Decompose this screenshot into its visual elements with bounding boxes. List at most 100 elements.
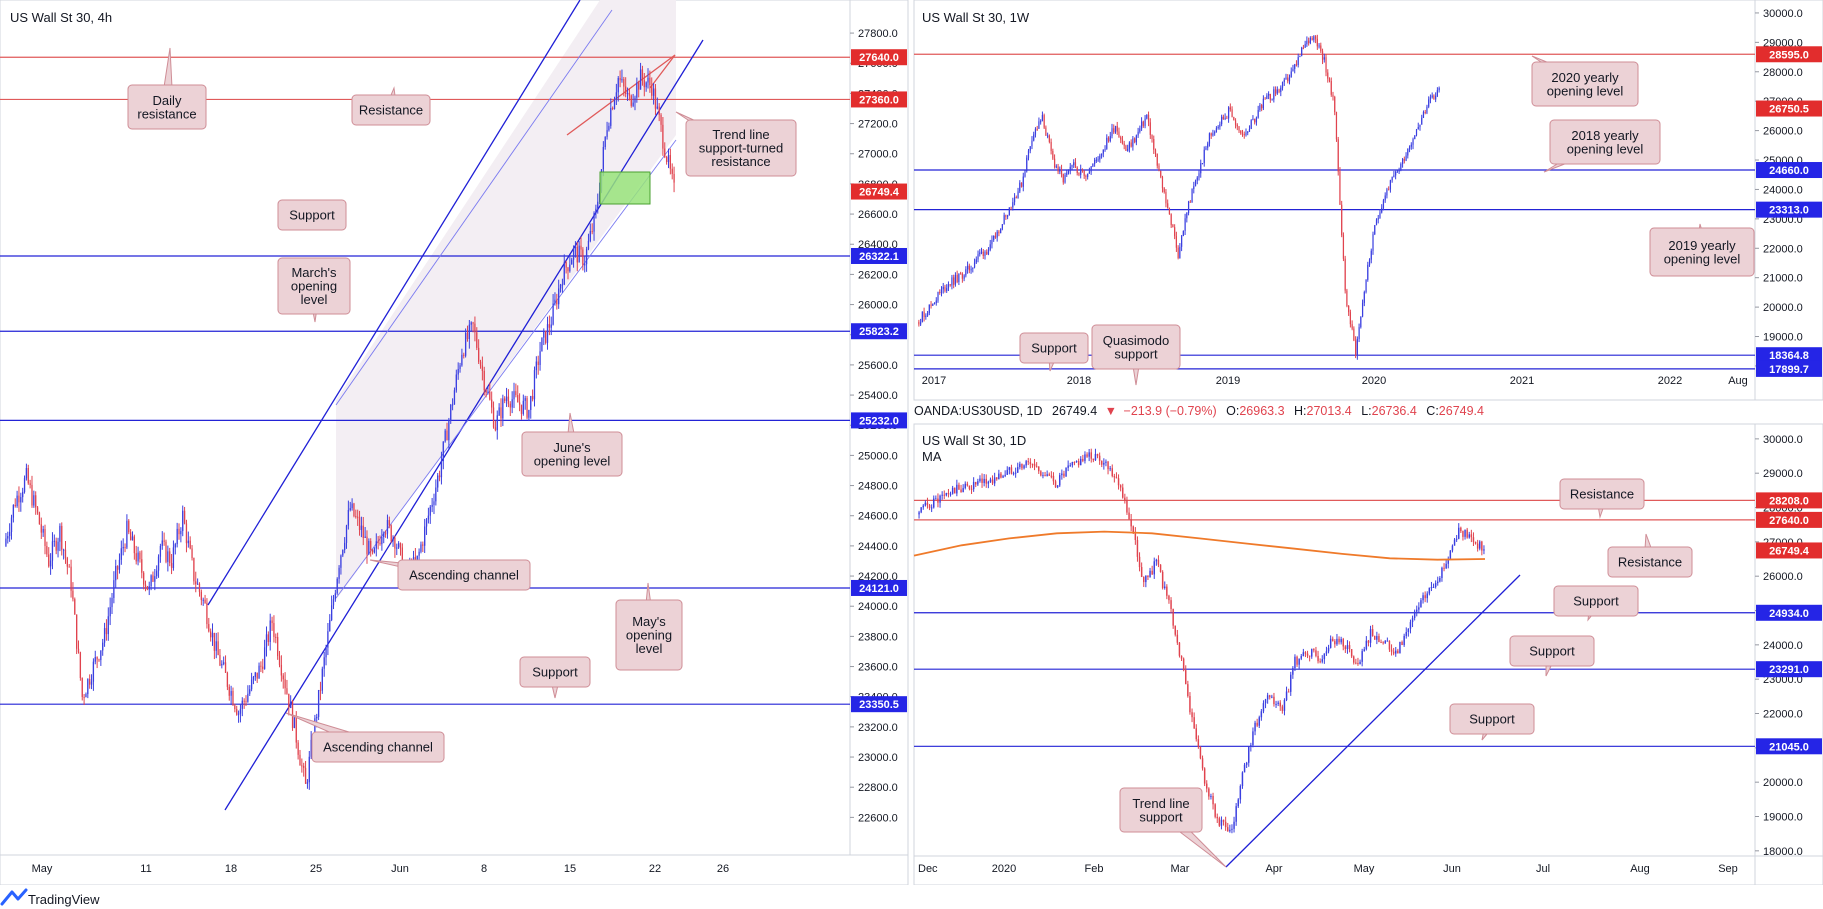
- candle-body: [1181, 235, 1183, 247]
- candle-body: [634, 97, 636, 103]
- candle-body: [169, 551, 171, 564]
- candle-body: [234, 705, 236, 710]
- candle-body: [968, 485, 971, 489]
- moving-average-line[interactable]: [913, 530, 1486, 561]
- candle-body: [375, 541, 377, 549]
- candle-body: [170, 563, 173, 568]
- annotation-callout[interactable]: Quasimodo support: [1091, 324, 1181, 386]
- callout-text: Support: [1469, 712, 1515, 727]
- candle-body: [1413, 611, 1416, 618]
- candle-body: [1377, 218, 1379, 220]
- candle-body: [942, 286, 944, 290]
- annotation-callout[interactable]: Ascending channel: [285, 712, 445, 763]
- candle-body: [1132, 138, 1134, 147]
- candle-body: [1113, 128, 1115, 133]
- annotation-callout[interactable]: Support: [1553, 585, 1639, 622]
- candle-body: [1458, 527, 1460, 539]
- candle-body: [983, 478, 985, 483]
- candle-body: [1247, 131, 1249, 133]
- x-tick-label: Mar: [1171, 863, 1190, 875]
- buy-zone-box[interactable]: [599, 171, 651, 205]
- y-tick-label: 29000.0: [1763, 468, 1803, 480]
- candle-body: [1220, 819, 1223, 826]
- candle-body: [116, 565, 119, 570]
- candle-body: [77, 648, 80, 653]
- chart-4h-panel[interactable]: 22600.022800.023000.023200.023400.023600…: [0, 0, 909, 886]
- annotation-callout[interactable]: Trend line support: [1119, 787, 1227, 868]
- annotation-callout[interactable]: Support: [519, 656, 591, 699]
- candle-body: [548, 324, 551, 328]
- chart-1d-panel[interactable]: 18000.019000.020000.021000.022000.023000…: [913, 423, 1823, 886]
- candle-body: [1384, 195, 1386, 201]
- candle-body: [1191, 712, 1193, 718]
- candle-body: [1132, 526, 1134, 532]
- candle-body: [500, 407, 502, 419]
- candle-body: [277, 637, 279, 657]
- annotation-callout[interactable]: Trend line support-turned resistance: [675, 111, 797, 177]
- annotation-callout[interactable]: Support: [1019, 332, 1089, 372]
- callout-text: Support: [289, 208, 335, 223]
- annotation-callout[interactable]: Support: [1509, 635, 1595, 677]
- annotation-callout[interactable]: Resistance: [351, 86, 431, 126]
- annotation-callout[interactable]: Ascending channel: [369, 559, 531, 591]
- annotation-callout[interactable]: May's opening level: [615, 582, 683, 671]
- candles-1w: [918, 34, 1440, 360]
- candle-body: [72, 590, 74, 600]
- x-axis-ticks-4h: May 11 18 25 Jun 8 15 22 26: [32, 863, 730, 875]
- tradingview-branding[interactable]: TradingView: [0, 885, 1823, 909]
- candle-body: [487, 391, 489, 393]
- candle-body: [1194, 180, 1197, 187]
- candle-body: [961, 273, 963, 279]
- candle-body: [1175, 236, 1177, 248]
- trend-line-resistance[interactable]: [566, 54, 676, 136]
- candle-body: [397, 543, 400, 548]
- ascending-channel-upper-line[interactable]: [207, 0, 581, 606]
- candle-body: [1421, 117, 1423, 125]
- candle-body: [1103, 462, 1105, 465]
- candle-body: [996, 231, 998, 238]
- candle-body: [1313, 649, 1315, 651]
- candle-body: [189, 540, 191, 549]
- annotation-callout[interactable]: Support: [1449, 703, 1535, 741]
- chart-1w-panel[interactable]: 18000.019000.020000.021000.022000.023000…: [913, 0, 1823, 401]
- header-last-price: 26749.4: [1052, 404, 1097, 418]
- trend-line-support[interactable]: [1225, 574, 1521, 868]
- candle-body: [1262, 703, 1265, 712]
- candle-body: [105, 628, 108, 635]
- annotation-callout[interactable]: Daily resistance: [127, 47, 207, 130]
- annotation-callout[interactable]: Support: [277, 199, 347, 231]
- candle-body: [1038, 121, 1040, 129]
- candle-body: [46, 545, 48, 555]
- candle-body: [390, 525, 392, 542]
- candle-body: [1451, 545, 1454, 551]
- candle-body: [1057, 166, 1059, 172]
- annotation-callout[interactable]: March's opening level: [277, 257, 351, 323]
- candle-body: [141, 559, 143, 573]
- header-low: 26736.4: [1372, 404, 1417, 418]
- candle-body: [1191, 189, 1193, 203]
- candle-body: [610, 108, 612, 126]
- candle-body: [993, 477, 996, 484]
- x-tick-label: 2018: [1067, 375, 1091, 387]
- candle-body: [1013, 197, 1016, 203]
- candle-body: [1269, 93, 1271, 100]
- annotation-callout[interactable]: 2019 yearly opening level: [1649, 223, 1755, 277]
- callout-text: Resistance: [1570, 487, 1634, 502]
- x-tick-label: Jun: [1443, 863, 1461, 875]
- price-label-box: [851, 247, 907, 264]
- annotation-callout[interactable]: Resistance: [1607, 533, 1693, 578]
- annotation-callout[interactable]: 2020 yearly opening level: [1531, 55, 1639, 107]
- candle-body: [1067, 465, 1069, 468]
- annotation-callout[interactable]: Resistance: [1559, 478, 1645, 519]
- candle-body: [556, 299, 558, 305]
- candle-body: [178, 528, 180, 535]
- candle-body: [1430, 587, 1433, 589]
- candle-body: [440, 461, 443, 478]
- price-label-box: [1756, 511, 1822, 528]
- candle-body: [517, 395, 519, 403]
- candle-body: [1017, 191, 1019, 199]
- annotation-callout[interactable]: June's opening level: [521, 412, 623, 477]
- candle-body: [1189, 201, 1191, 203]
- candle-body: [180, 530, 182, 535]
- annotation-callout[interactable]: 2018 yearly opening level: [1543, 119, 1661, 173]
